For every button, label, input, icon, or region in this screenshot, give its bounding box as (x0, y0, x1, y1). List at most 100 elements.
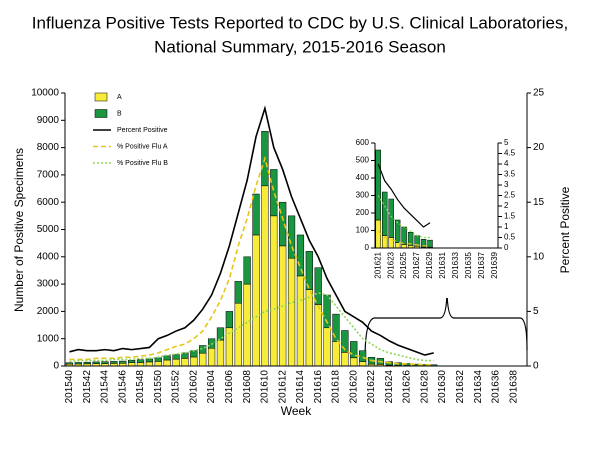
bar (270, 169, 278, 217)
y2-tick-label: 3.5 (504, 170, 516, 179)
y2-tick-label: 5 (504, 138, 509, 147)
x-tick-label: 201631 (438, 251, 447, 278)
y2-axis-title: Percent Positive (558, 186, 572, 273)
bar (119, 360, 127, 364)
x-tick-label: 201633 (451, 251, 460, 278)
bar (287, 257, 296, 367)
line (69, 291, 434, 363)
bar (234, 302, 242, 367)
x-tick-label: 201602 (188, 370, 199, 404)
legend-label: % Positive Flu B (117, 160, 168, 167)
line (69, 105, 434, 356)
bar (207, 348, 216, 367)
bar (128, 360, 136, 363)
x-tick-label: 201627 (412, 251, 421, 278)
bar (401, 244, 407, 249)
bar (225, 311, 233, 329)
y-tick-label: 3000 (37, 279, 60, 290)
y-tick-label: 2000 (37, 306, 60, 317)
y-tick-label: 1000 (37, 333, 60, 344)
x-tick-label: 201620 (348, 370, 359, 404)
x-tick-label: 201629 (425, 251, 434, 278)
bar (163, 355, 171, 361)
bar (74, 362, 82, 365)
y-tick-label: 500 (356, 156, 370, 165)
line (377, 195, 431, 239)
y-tick-label: 9000 (37, 115, 60, 126)
x-tick-label: 201621 (373, 251, 382, 278)
legend-label: A (117, 94, 122, 101)
x-tick-label: 201550 (153, 370, 164, 404)
y-tick-label: 100 (356, 226, 370, 235)
line (69, 155, 434, 366)
x-tick-label: 201604 (206, 370, 217, 404)
y-tick-label: 0 (53, 361, 59, 372)
x-tick-label: 201628 (419, 370, 430, 404)
x-tick-label: 201618 (331, 370, 342, 404)
bar (172, 358, 180, 367)
x-axis-title: Week (281, 404, 312, 418)
bar (388, 237, 394, 249)
bar (181, 358, 189, 367)
bar (136, 359, 145, 363)
y-tick-label: 10000 (31, 88, 59, 99)
bar (154, 357, 162, 362)
x-tick-label: 201623 (386, 251, 395, 278)
y-tick-label: 8000 (37, 142, 60, 153)
y-tick-label: 200 (356, 208, 370, 217)
y-tick-label: 4000 (37, 251, 60, 262)
bar (305, 289, 313, 367)
bar (83, 361, 91, 365)
bar (101, 361, 109, 364)
bar (243, 256, 251, 285)
y-tick-label: 7000 (37, 170, 60, 181)
bar (350, 357, 358, 367)
chart-title: National Summary, 2015-2016 Season (154, 37, 446, 56)
bar (388, 198, 394, 238)
legend-label: B (117, 110, 122, 117)
bar (314, 304, 322, 367)
bar (401, 226, 407, 245)
bar (252, 234, 260, 367)
bar (332, 341, 340, 367)
bar (296, 275, 305, 367)
bar (261, 185, 269, 367)
y2-tick-label: 2 (504, 201, 509, 210)
x-tick-label: 201614 (295, 370, 306, 404)
bar (234, 281, 242, 304)
bar (172, 354, 180, 360)
x-tick-label: 201635 (464, 251, 473, 278)
y-tick-label: 6000 (37, 197, 60, 208)
bar (305, 251, 313, 290)
bar (270, 215, 278, 367)
bar (216, 327, 225, 341)
y2-tick-label: 3 (504, 180, 509, 189)
legend-swatch (94, 92, 108, 102)
bar (341, 352, 349, 367)
x-tick-label: 201632 (455, 370, 466, 404)
y-tick-label: 400 (356, 173, 370, 182)
bar (427, 239, 433, 248)
y2-tick-label: 1 (504, 222, 509, 231)
y2-tick-label: 4 (504, 159, 509, 168)
line (377, 163, 431, 228)
y-tick-label: 300 (356, 191, 370, 200)
legend-swatch (94, 109, 108, 118)
bar (136, 362, 145, 367)
bar (190, 356, 198, 367)
legend-label: Percent Positive (117, 127, 168, 134)
bar (359, 361, 367, 367)
bar (154, 361, 162, 367)
bar (350, 341, 358, 359)
y2-tick-label: 0 (504, 243, 509, 252)
bar (145, 358, 154, 363)
chart-title: Influenza Positive Tests Reported to CDC… (32, 13, 568, 32)
bar (375, 219, 381, 249)
bar (110, 361, 118, 364)
x-tick-label: 201625 (399, 251, 408, 278)
bar (375, 149, 381, 221)
x-tick-label: 201606 (224, 370, 235, 404)
bar (190, 350, 198, 358)
y-tick-label: 600 (356, 138, 370, 147)
x-tick-label: 201638 (508, 370, 519, 404)
